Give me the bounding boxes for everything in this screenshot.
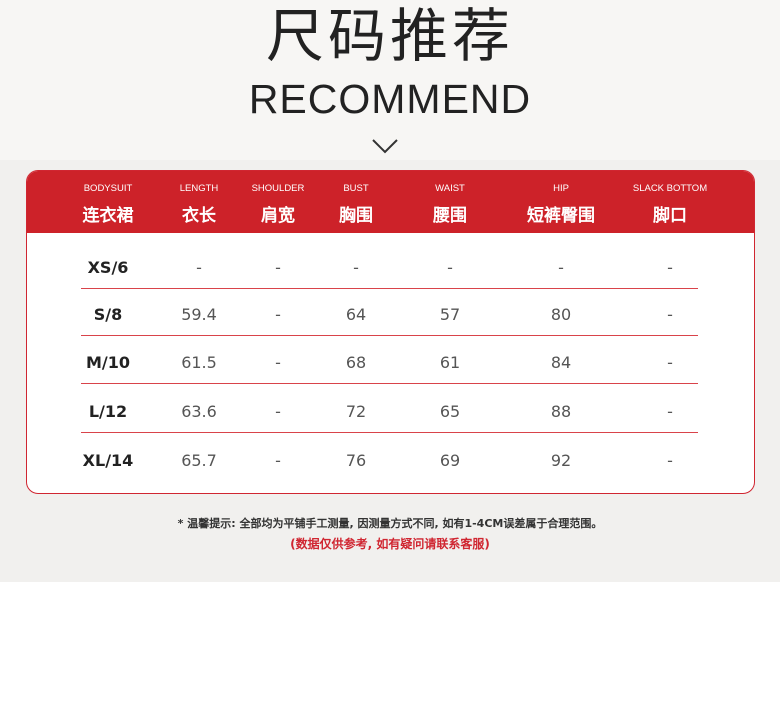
table-header: BODYSUIT 连衣裙 LENGTH 衣长 SHOULDER 肩宽 BUST 胸围 WAIST…	[27, 171, 754, 233]
table-cell: 65.7	[181, 451, 217, 470]
column-header-cn: 衣长	[182, 206, 216, 226]
table-cell: -	[447, 258, 453, 277]
column-header-cn: 肩宽	[261, 206, 295, 226]
table-cell: -	[667, 258, 673, 277]
table-cell: -	[275, 353, 281, 372]
table-cell: 69	[439, 451, 461, 470]
row-divider	[81, 288, 698, 289]
column-header-cn: 脚口	[653, 206, 687, 226]
column-header-en: SHOULDER	[251, 183, 305, 194]
size-label: L/12	[88, 402, 128, 421]
table-cell: -	[353, 258, 359, 277]
size-label: XS/6	[87, 258, 129, 277]
column-header-cn: 胸围	[339, 206, 373, 226]
table-cell: 88	[550, 402, 572, 421]
table-cell: 65	[439, 402, 461, 421]
table-cell: -	[275, 451, 281, 470]
table-cell: -	[196, 258, 202, 277]
row-divider	[81, 432, 698, 433]
table-cell: 61	[439, 353, 461, 372]
row-divider	[81, 335, 698, 336]
column-header-cn: 连衣裙	[82, 206, 134, 226]
page-subtitle: RECOMMEND	[248, 76, 532, 122]
table-cell: 61.5	[181, 353, 217, 372]
table-cell: 76	[345, 451, 367, 470]
table-cell: 63.6	[181, 402, 217, 421]
column-header-en: LENGTH	[179, 183, 219, 194]
size-label: S/8	[93, 305, 123, 324]
table-cell: 64	[345, 305, 367, 324]
table-cell: 57	[439, 305, 461, 324]
column-header-cn: 短裤臀围	[527, 206, 595, 226]
size-label: M/10	[85, 353, 131, 372]
page-title: 尺码推荐	[265, 2, 514, 70]
table-cell: 80	[550, 305, 572, 324]
chevron-down-icon	[372, 139, 398, 154]
table-cell: 59.4	[181, 305, 217, 324]
table-cell: 92	[550, 451, 572, 470]
table-cell: -	[667, 353, 673, 372]
table-cell: -	[667, 402, 673, 421]
size-label: XL/14	[82, 451, 134, 470]
header-background	[0, 0, 780, 160]
column-header-en: HIP	[553, 183, 569, 194]
table-cell: -	[275, 305, 281, 324]
table-cell: -	[667, 451, 673, 470]
measurement-note: * 温馨提示: 全部均为平铺手工测量, 因测量方式不同, 如有1-4CM误差属于…	[177, 517, 603, 530]
table-cell: 84	[550, 353, 572, 372]
table-cell: -	[275, 258, 281, 277]
column-header-en: BODYSUIT	[83, 183, 133, 194]
column-header-en: SLACK BOTTOM	[632, 183, 708, 194]
table-cell: -	[275, 402, 281, 421]
table-cell: -	[667, 305, 673, 324]
column-header-cn: 腰围	[433, 206, 467, 226]
column-header-en: BUST	[343, 183, 369, 194]
table-cell: -	[558, 258, 564, 277]
table-cell: 72	[345, 402, 367, 421]
row-divider	[81, 383, 698, 384]
size-table: BODYSUIT 连衣裙 LENGTH 衣长 SHOULDER 肩宽 BUST 胸围 WAIST…	[26, 170, 755, 494]
table-cell: 68	[345, 353, 367, 372]
reference-note: (数据仅供参考, 如有疑问请联系客服)	[290, 537, 490, 551]
column-header-en: WAIST	[435, 183, 465, 194]
